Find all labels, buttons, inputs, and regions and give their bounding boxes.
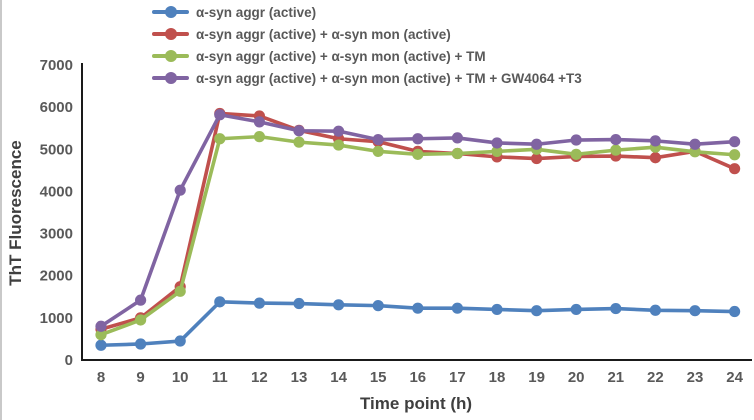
data-point-marker bbox=[333, 139, 345, 151]
data-point-marker bbox=[610, 144, 622, 156]
data-point-marker bbox=[531, 305, 543, 317]
x-tick-label: 14 bbox=[330, 369, 347, 386]
x-tick-label: 15 bbox=[370, 369, 387, 386]
x-tick-label: 23 bbox=[687, 369, 704, 386]
series-0 bbox=[95, 296, 741, 351]
y-tick-label: 0 bbox=[65, 352, 73, 369]
y-tick-label: 5000 bbox=[40, 141, 73, 158]
data-point-marker bbox=[174, 285, 186, 297]
data-point-marker bbox=[95, 339, 107, 351]
legend-label: α-syn aggr (active) + α-syn mon (active) bbox=[196, 26, 451, 42]
data-point-marker bbox=[174, 184, 186, 196]
data-point-marker bbox=[491, 137, 503, 149]
data-point-marker bbox=[214, 133, 226, 145]
data-point-marker bbox=[372, 133, 384, 146]
data-point-marker bbox=[293, 136, 305, 148]
data-point-marker bbox=[253, 297, 265, 309]
data-point-marker bbox=[174, 335, 186, 347]
data-point-marker bbox=[451, 147, 463, 160]
data-point-marker bbox=[293, 297, 305, 310]
x-tick-label: 11 bbox=[212, 369, 228, 386]
data-point-marker bbox=[649, 304, 662, 316]
series-3 bbox=[95, 109, 741, 332]
data-point-marker bbox=[491, 303, 503, 316]
x-tick-label: 17 bbox=[449, 369, 466, 386]
x-tick-label: 18 bbox=[489, 369, 506, 386]
x-tick-label: 9 bbox=[136, 369, 144, 386]
x-tick-label: 10 bbox=[172, 369, 189, 386]
labels-layer: ThT Fluorescence Time point (h) 0 1000 200… bbox=[6, 57, 744, 413]
legend-item: α-syn aggr (active) + α-syn mon (active)… bbox=[152, 69, 582, 87]
data-point-marker bbox=[729, 305, 741, 318]
x-tick-label: 13 bbox=[291, 369, 308, 386]
legend-item: α-syn aggr (active) + α-syn mon (active) bbox=[152, 25, 582, 43]
legend-line-marker-icon bbox=[152, 50, 189, 62]
legend-item: α-syn aggr (active) + α-syn mon (active)… bbox=[152, 47, 582, 65]
y-tick-label: 6000 bbox=[40, 99, 73, 116]
x-tick-label: 19 bbox=[528, 369, 545, 386]
data-point-marker bbox=[570, 148, 582, 160]
y-tick-label: 7000 bbox=[40, 57, 73, 74]
x-tick-label: 22 bbox=[647, 369, 664, 386]
data-point-marker bbox=[95, 320, 107, 332]
data-point-marker bbox=[412, 148, 424, 160]
data-point-marker bbox=[95, 329, 107, 341]
data-point-marker bbox=[293, 125, 305, 137]
legend-line-marker-icon bbox=[152, 6, 189, 18]
data-point-marker bbox=[214, 109, 226, 121]
x-tick-label: 16 bbox=[409, 369, 426, 386]
data-point-marker bbox=[253, 131, 265, 143]
data-point-marker bbox=[451, 302, 463, 314]
y-tick-label: 2000 bbox=[40, 268, 73, 285]
data-point-marker bbox=[610, 302, 622, 315]
data-point-marker bbox=[570, 134, 582, 146]
legend-label: α-syn aggr (active) + α-syn mon (active)… bbox=[196, 48, 486, 64]
axes-layer bbox=[81, 63, 752, 361]
y-tick-label: 3000 bbox=[40, 226, 73, 243]
data-point-marker bbox=[491, 145, 503, 157]
data-point-marker bbox=[135, 294, 147, 306]
legend-item: α-syn aggr (active) bbox=[152, 3, 582, 21]
data-point-marker bbox=[412, 133, 424, 145]
data-point-marker bbox=[333, 125, 345, 137]
data-point-marker bbox=[135, 338, 147, 350]
x-tick-label: 20 bbox=[568, 369, 585, 386]
x-axis-title: Time point (h) bbox=[360, 394, 472, 413]
data-point-marker bbox=[689, 305, 701, 317]
data-point-marker bbox=[451, 132, 463, 144]
data-point-marker bbox=[649, 152, 662, 164]
y-tick-label: 1000 bbox=[40, 310, 73, 327]
data-point-marker bbox=[253, 116, 265, 128]
data-point-marker bbox=[372, 300, 384, 312]
x-tick-label: 12 bbox=[251, 369, 268, 386]
data-point-marker bbox=[412, 302, 424, 314]
legend-line-marker-icon bbox=[152, 72, 189, 84]
data-point-marker bbox=[729, 149, 741, 161]
data-point-marker bbox=[729, 136, 741, 148]
legend-label: α-syn aggr (active) bbox=[196, 4, 317, 20]
data-point-marker bbox=[610, 133, 622, 146]
y-axis-title: ThT Fluorescence bbox=[6, 140, 25, 285]
data-point-marker bbox=[689, 138, 701, 150]
chart-legend: α-syn aggr (active) α-syn aggr (active) … bbox=[152, 3, 582, 87]
x-tick-label: 21 bbox=[607, 369, 624, 386]
data-point-marker bbox=[135, 314, 147, 326]
x-tick-label: 24 bbox=[726, 369, 743, 386]
x-tick-label: 8 bbox=[97, 369, 105, 386]
data-point-marker bbox=[214, 296, 226, 308]
data-point-marker bbox=[531, 152, 543, 165]
data-point-marker bbox=[729, 163, 741, 175]
data-point-marker bbox=[531, 138, 543, 150]
data-point-marker bbox=[372, 145, 384, 157]
data-point-marker bbox=[333, 299, 345, 311]
y-tick-label: 4000 bbox=[40, 183, 73, 200]
legend-line-marker-icon bbox=[152, 28, 189, 40]
series-layer bbox=[95, 107, 741, 351]
legend-label: α-syn aggr (active) + α-syn mon (active)… bbox=[196, 70, 582, 86]
data-point-marker bbox=[649, 135, 662, 147]
data-point-marker bbox=[570, 303, 582, 316]
